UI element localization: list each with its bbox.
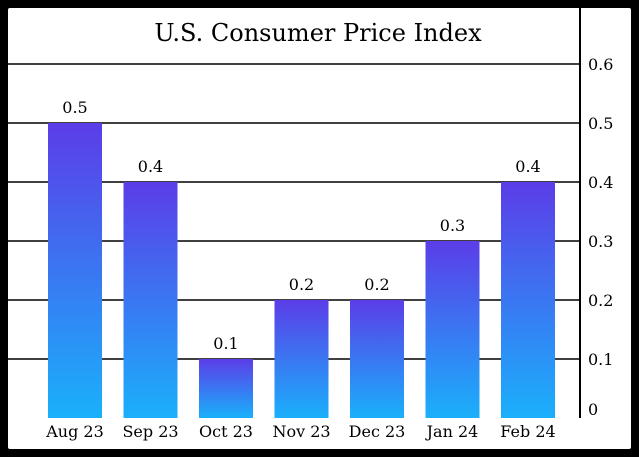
data-label: 0.2: [289, 275, 314, 294]
data-label: 0.5: [62, 98, 87, 117]
y-axis-ticks: 0 0.1 0.2 0.3 0.4 0.5 0.6: [588, 55, 613, 419]
bar: [350, 300, 404, 418]
x-category-label: Oct 23: [199, 422, 253, 441]
data-label: 0.3: [440, 216, 465, 235]
bar: [123, 182, 178, 418]
y-tick-label: 0.4: [588, 173, 613, 192]
y-tick-label: 0.2: [588, 291, 613, 310]
x-axis-categories: Aug 23 Sep 23 Oct 23 Nov 23 Dec 23 Jan 24 Feb …: [45, 422, 555, 441]
bars: [48, 123, 555, 418]
bar: [501, 182, 555, 418]
y-tick-label: 0.6: [588, 55, 613, 74]
data-label: 0.2: [364, 275, 389, 294]
y-tick-label: 0.5: [588, 114, 613, 133]
bar: [425, 241, 480, 418]
x-category-label: Sep 23: [122, 422, 178, 441]
x-category-label: Dec 23: [349, 422, 406, 441]
y-tick-label: 0.3: [588, 232, 613, 251]
y-tick-label: 0.1: [588, 350, 613, 369]
bar: [274, 300, 329, 418]
data-labels: 0.5 0.4 0.1 0.2 0.2 0.3 0.4: [62, 98, 540, 353]
y-tick-label: 0: [588, 400, 598, 419]
bar: [48, 123, 102, 418]
x-category-label: Jan 24: [425, 422, 479, 441]
x-category-label: Aug 23: [45, 422, 104, 441]
chart-title: U.S. Consumer Price Index: [154, 19, 482, 47]
x-category-label: Feb 24: [500, 422, 555, 441]
data-label: 0.4: [515, 157, 540, 176]
x-category-label: Nov 23: [272, 422, 330, 441]
data-label: 0.1: [213, 334, 238, 353]
bar: [199, 359, 253, 418]
data-label: 0.4: [138, 157, 163, 176]
